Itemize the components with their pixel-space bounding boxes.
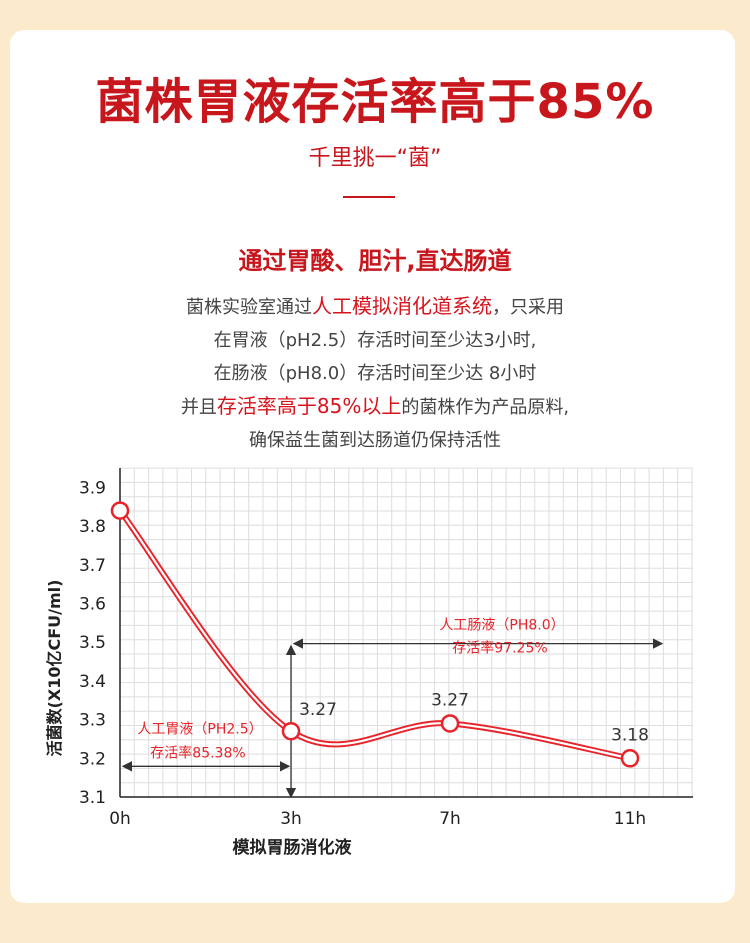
desc-line-1-post: ，只采用 [492, 297, 564, 318]
survival-line-chart: 3.1 3.2 3.3 3.4 3.5 3.6 3.7 3.8 3.9 0h 3h 7h 11h 3.2… [45, 467, 693, 858]
desc-line-4-post: 的菌株作为产品原料, [401, 397, 570, 418]
series-line-inner [118, 509, 632, 760]
desc-line-1-highlight: 人工模拟消化道系统 [312, 294, 492, 318]
page-subtitle: 千里挑一“菌” [308, 146, 442, 171]
intestine-annotation-line1: 人工肠液（PH8.0） [439, 618, 564, 634]
desc-line-3: 在肠液（pH8.0）存活时间至少达 8小时 [213, 363, 537, 384]
data-label: 3.18 [611, 725, 649, 745]
chart-series: 3.27 3.27 3.18 [110, 501, 649, 768]
chart-axes [119, 468, 693, 798]
x-tick-label: 3h [280, 809, 302, 829]
y-tick-label: 3.6 [79, 594, 106, 614]
data-label: 3.27 [299, 700, 337, 720]
data-point [110, 501, 130, 520]
chart-range-arrows [121, 638, 664, 799]
page-title: 菌株胃液存活率高于85% [95, 74, 655, 130]
y-tick-label: 3.3 [79, 711, 106, 731]
stomach-annotation-line1: 人工胃液（PH2.5） [137, 722, 262, 738]
y-tick-label: 3.8 [79, 517, 106, 537]
intestine-annotation-line2: 存活率97.25% [452, 640, 547, 657]
desc-line-1-pre: 菌株实验室通过 [186, 297, 312, 318]
desc-line-4-highlight: 存活率高于85%以上 [216, 394, 402, 418]
desc-line-4-pre: 并且 [180, 397, 217, 418]
desc-line-4: 并且存活率高于85%以上的菌株作为产品原料, [0, 390, 750, 424]
desc-line-1: 菌株实验室通过人工模拟消化道系统，只采用 [0, 290, 750, 324]
y-axis-label: 活菌数(X10亿CFU/ml) [45, 580, 64, 757]
x-tick-label: 11h [614, 809, 646, 829]
x-axis-label: 模拟胃肠消化液 [233, 837, 352, 858]
data-point [620, 749, 640, 768]
chart-annotations: 人工胃液（PH2.5） 存活率85.38% 人工肠液（PH8.0） 存活率97.25% [137, 618, 564, 762]
description: 菌株实验室通过人工模拟消化道系统，只采用 在胃液（pH2.5）存活时间至少达3小… [0, 290, 750, 457]
data-point [440, 714, 460, 733]
y-tick-label: 3.9 [79, 478, 106, 498]
y-tick-label: 3.1 [79, 788, 106, 808]
x-tick-label: 0h [109, 809, 131, 829]
y-tick-label: 3.7 [79, 556, 106, 576]
section-heading: 通过胃酸、胆汁,直达肠道 [238, 247, 512, 275]
data-label: 3.27 [431, 690, 469, 710]
desc-line-2: 在胃液（pH2.5）存活时间至少达3小时, [213, 330, 537, 351]
divider [343, 196, 395, 198]
x-tick-label: 7h [439, 809, 461, 829]
y-tick-label: 3.4 [79, 672, 106, 692]
stomach-annotation-line2: 存活率85.38% [150, 745, 245, 762]
y-tick-label: 3.5 [79, 633, 106, 653]
chart-tick-labels: 3.1 3.2 3.3 3.4 3.5 3.6 3.7 3.8 3.9 0h 3h 7h 11h [79, 478, 646, 829]
y-tick-label: 3.2 [79, 749, 106, 769]
data-point [281, 721, 301, 741]
desc-line-5: 确保益生菌到达肠道仍保持活性 [249, 430, 501, 451]
